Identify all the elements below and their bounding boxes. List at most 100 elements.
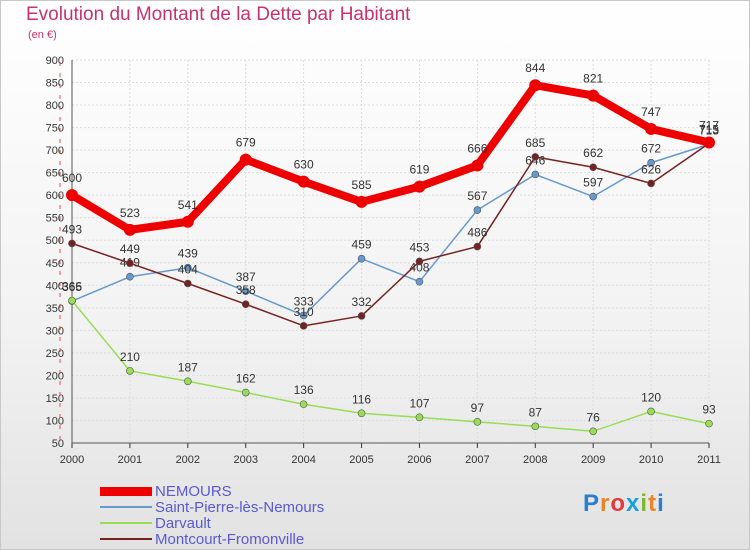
data-point (645, 122, 658, 135)
legend-item-montcourt[interactable]: Montcourt-Fromonville (100, 531, 400, 548)
y-tick-label: 800 (46, 100, 64, 112)
x-tick-label: 2001 (118, 454, 142, 466)
data-point (589, 163, 597, 172)
data-point (647, 407, 655, 416)
data-point (413, 180, 426, 193)
data-label: 136 (294, 383, 314, 397)
data-point (181, 215, 194, 228)
unit-label: (en €) (28, 29, 57, 41)
x-tick-label: 2011 (697, 454, 721, 466)
data-point (589, 192, 597, 201)
data-label: 662 (583, 146, 603, 160)
data-point (647, 158, 655, 167)
data-label: 162 (236, 372, 256, 386)
data-point (415, 257, 424, 266)
data-point (239, 153, 252, 166)
data-point (357, 312, 366, 320)
data-label: 333 (294, 294, 314, 308)
data-point (473, 242, 482, 251)
y-tick-label: 750 (46, 123, 64, 135)
data-label: 493 (62, 222, 82, 236)
data-label: 717 (699, 118, 719, 132)
data-point (531, 153, 540, 161)
data-point (531, 170, 540, 179)
y-tick-label: 100 (46, 415, 64, 427)
data-label: 120 (641, 390, 661, 404)
data-point (126, 259, 134, 268)
data-label: 453 (409, 240, 429, 254)
data-label: 76 (587, 410, 601, 424)
legend-swatch (100, 522, 152, 524)
data-label: 358 (236, 283, 256, 297)
data-point (184, 377, 192, 386)
data-point (589, 427, 597, 436)
data-label: 486 (467, 226, 487, 240)
x-tick-label: 2003 (233, 454, 257, 466)
data-point (241, 287, 250, 295)
legend-label: NEMOURS (155, 483, 232, 500)
y-tick-label: 250 (46, 348, 64, 360)
legend-swatch (100, 487, 152, 496)
data-label: 523 (120, 206, 140, 220)
data-label: 619 (409, 163, 429, 177)
data-point (126, 272, 134, 281)
data-point (647, 179, 655, 188)
data-label: 187 (178, 360, 198, 374)
y-tick-label: 450 (46, 258, 64, 270)
x-tick-label: 2007 (465, 454, 489, 466)
y-tick-label: 50 (52, 438, 64, 450)
series-line (68, 81, 713, 234)
data-label: 408 (409, 261, 429, 275)
data-label: 626 (641, 162, 661, 176)
data-point (415, 413, 424, 422)
legend-item-nemours[interactable]: NEMOURS (100, 483, 400, 500)
data-point (415, 277, 424, 286)
series-line (71, 142, 710, 327)
data-label: 387 (236, 270, 256, 284)
logo-letter: P (583, 490, 601, 517)
y-tick-label: 500 (46, 235, 64, 247)
chart-title: Evolution du Montant de la Dette par Hab… (26, 4, 411, 25)
x-tick-label: 2010 (639, 454, 663, 466)
logo-letter: t (648, 490, 658, 517)
data-label: 747 (641, 105, 661, 119)
data-label: 459 (352, 238, 372, 252)
data-label: 366 (62, 280, 82, 294)
data-label: 439 (178, 247, 198, 261)
data-label: 107 (409, 396, 429, 410)
data-label: 666 (467, 141, 487, 155)
data-point (473, 206, 482, 214)
logo-letter: i (640, 490, 649, 517)
x-tick-label: 2002 (176, 454, 200, 466)
legend-item-darvault[interactable]: Darvault (100, 515, 400, 532)
data-point (297, 175, 310, 188)
data-point (66, 189, 78, 202)
series-line (71, 299, 710, 433)
y-tick-label: 300 (46, 325, 64, 337)
data-point (68, 239, 76, 248)
x-tick-label: 2006 (407, 454, 431, 466)
data-label: 567 (467, 189, 487, 203)
data-label: 404 (178, 262, 198, 276)
logo-letter: r (600, 490, 611, 517)
logo-letter: o (610, 490, 627, 517)
data-label: 116 (352, 392, 371, 406)
y-tick-label: 650 (46, 168, 64, 180)
data-point (184, 279, 192, 288)
data-label: 630 (294, 158, 314, 172)
proxiti-logo: Proxiti (583, 490, 665, 518)
y-tick-label: 400 (46, 280, 64, 292)
data-label: 332 (352, 295, 372, 309)
data-label: 541 (178, 198, 198, 212)
data-label: 310 (294, 305, 314, 319)
y-tick-label: 900 (46, 55, 64, 67)
legend: NEMOURS Saint-Pierre-lès-Nemours Darvaul… (100, 483, 400, 548)
y-tick-label: 850 (46, 78, 64, 90)
legend-item-saint-pierre[interactable]: Saint-Pierre-lès-Nemours (100, 499, 400, 516)
data-label: 821 (583, 72, 603, 86)
data-label: 449 (120, 242, 140, 256)
legend-label: Montcourt-Fromonville (155, 531, 305, 548)
data-point (357, 409, 366, 418)
